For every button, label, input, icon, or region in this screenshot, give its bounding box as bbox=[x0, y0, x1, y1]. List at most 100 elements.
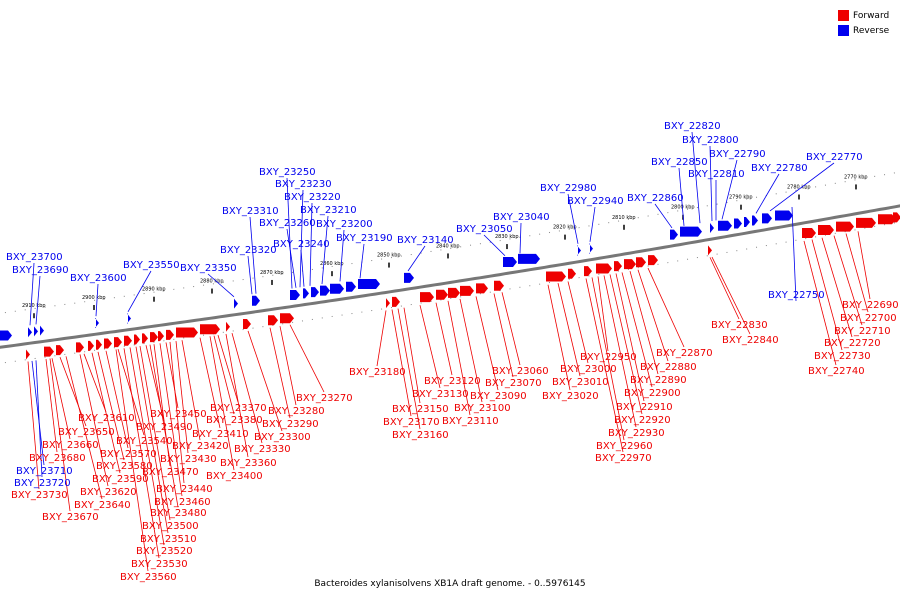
leader-line bbox=[65, 356, 103, 500]
gene-label: BXY_23300 bbox=[254, 432, 311, 443]
leader-line bbox=[321, 215, 329, 285]
legend-forward-swatch bbox=[838, 10, 849, 21]
reverse-gene-block bbox=[503, 256, 517, 267]
leader-line bbox=[519, 222, 522, 254]
forward-gene-block bbox=[114, 337, 122, 348]
gene-label: BXY_22880 bbox=[640, 362, 697, 373]
gene-label: BXY_23690 bbox=[12, 265, 69, 276]
gene-label: BXY_22730 bbox=[814, 351, 871, 362]
gene-label: BXY_22970 bbox=[595, 453, 652, 464]
label-leaders bbox=[27, 131, 871, 572]
tick-label: 2810 kbp bbox=[612, 215, 636, 221]
leader-line bbox=[209, 336, 235, 471]
gene-label: BXY_22960 bbox=[596, 441, 653, 452]
leader-line bbox=[769, 162, 835, 212]
leader-line bbox=[483, 234, 506, 257]
gene-label: BXY_22910 bbox=[616, 402, 673, 413]
gene-label: BXY_23570 bbox=[100, 449, 157, 460]
tick-label: 2870 kbp bbox=[260, 270, 284, 276]
gene-label: BXY_23050 bbox=[456, 224, 513, 235]
gene-label: BXY_23440 bbox=[156, 484, 213, 495]
reverse-gene-block bbox=[127, 313, 131, 324]
leader-line bbox=[721, 159, 738, 220]
forward-gene-block bbox=[546, 271, 566, 282]
gene-label: BXY_23680 bbox=[29, 453, 86, 464]
leader-line bbox=[300, 249, 305, 287]
tick-label: 2910 kbp bbox=[22, 303, 46, 309]
reverse-gene-block bbox=[290, 290, 300, 301]
leader-line bbox=[603, 275, 637, 428]
leader-line bbox=[339, 229, 345, 282]
gene-label: BXY_22780 bbox=[751, 163, 808, 174]
forward-gene-block bbox=[150, 332, 158, 343]
gene-label: BXY_23550 bbox=[123, 260, 180, 271]
forward-gene-block bbox=[44, 346, 54, 357]
reverse-gene-block bbox=[234, 298, 238, 309]
reverse-gene-block bbox=[734, 218, 742, 229]
forward-gene-block bbox=[856, 217, 876, 228]
gene-label: BXY_22940 bbox=[567, 196, 624, 207]
leader-line bbox=[709, 145, 713, 222]
leader-line bbox=[567, 281, 589, 364]
leader-line bbox=[691, 131, 701, 224]
reverse-gene-block bbox=[28, 327, 32, 338]
forward-gene-block bbox=[476, 283, 488, 294]
gene-label: BXY_23180 bbox=[349, 367, 406, 378]
forward-gene-block bbox=[460, 285, 474, 296]
leader-line bbox=[159, 343, 183, 497]
leader-line bbox=[397, 308, 421, 430]
gene-label: BXY_23670 bbox=[42, 512, 99, 523]
genome-axis: 2910 kbp 2900 kbp 2890 kbp 2880 kbp 2870 kbp… bbox=[0, 171, 900, 364]
forward-gene-block bbox=[584, 266, 592, 277]
gene-label: BXY_23060 bbox=[492, 366, 549, 377]
gene-label: BXY_23220 bbox=[284, 192, 341, 203]
reverse-gene-block bbox=[680, 226, 702, 237]
gene-label: BXY_23620 bbox=[80, 487, 137, 498]
gene-label: BXY_23270 bbox=[296, 393, 353, 404]
genome-axis-line bbox=[0, 204, 900, 349]
leader-line bbox=[567, 193, 579, 244]
gene-label: BXY_23200 bbox=[316, 219, 373, 230]
gene-label: BXY_23160 bbox=[392, 430, 449, 441]
leader-line bbox=[279, 326, 297, 406]
forward-gene-block bbox=[624, 259, 636, 270]
leader-line bbox=[225, 333, 249, 458]
forward-gene-block bbox=[166, 329, 174, 340]
gene-label: BXY_23230 bbox=[275, 179, 332, 190]
leader-line bbox=[289, 324, 325, 393]
gene-label: BXY_23430 bbox=[160, 454, 217, 465]
reverse-gene-block bbox=[330, 283, 344, 294]
tick-label: 2820 kbp bbox=[553, 225, 577, 231]
gene-label: BXY_22950 bbox=[580, 352, 637, 363]
gene-label: BXY_23280 bbox=[268, 406, 325, 417]
gene-label: BXY_23420 bbox=[172, 441, 229, 452]
gene-label: BXY_23490 bbox=[136, 422, 193, 433]
leader-line bbox=[647, 267, 685, 348]
forward-gene-block bbox=[420, 292, 434, 303]
reverse-gene-block bbox=[252, 295, 260, 306]
forward-gene-block bbox=[648, 255, 658, 266]
leader-line bbox=[654, 203, 673, 229]
leader-line bbox=[585, 278, 624, 453]
gene-label: BXY_23700 bbox=[6, 252, 63, 263]
gene-label: BXY_22870 bbox=[656, 348, 713, 359]
gene-label: BXY_23190 bbox=[336, 233, 393, 244]
forward-gene-block bbox=[88, 340, 94, 351]
tick-label: 2790 kbp bbox=[729, 195, 753, 201]
leader-line bbox=[376, 310, 387, 367]
leader-line bbox=[299, 189, 304, 288]
leader-line bbox=[29, 262, 35, 326]
reverse-gene-block bbox=[95, 317, 99, 328]
reverse-gene-block bbox=[752, 215, 758, 226]
gene-label: BXY_23400 bbox=[206, 471, 263, 482]
leader-line bbox=[115, 349, 149, 572]
tick-label: 2850 kbp bbox=[377, 253, 401, 259]
leader-line bbox=[391, 309, 412, 417]
leader-line bbox=[845, 233, 869, 313]
forward-gene-block bbox=[200, 324, 220, 335]
leader-line bbox=[79, 354, 109, 487]
leader-line bbox=[359, 243, 365, 279]
gene-label: BXY_22860 bbox=[627, 193, 684, 204]
tick-label: 2880 kbp bbox=[200, 279, 224, 285]
